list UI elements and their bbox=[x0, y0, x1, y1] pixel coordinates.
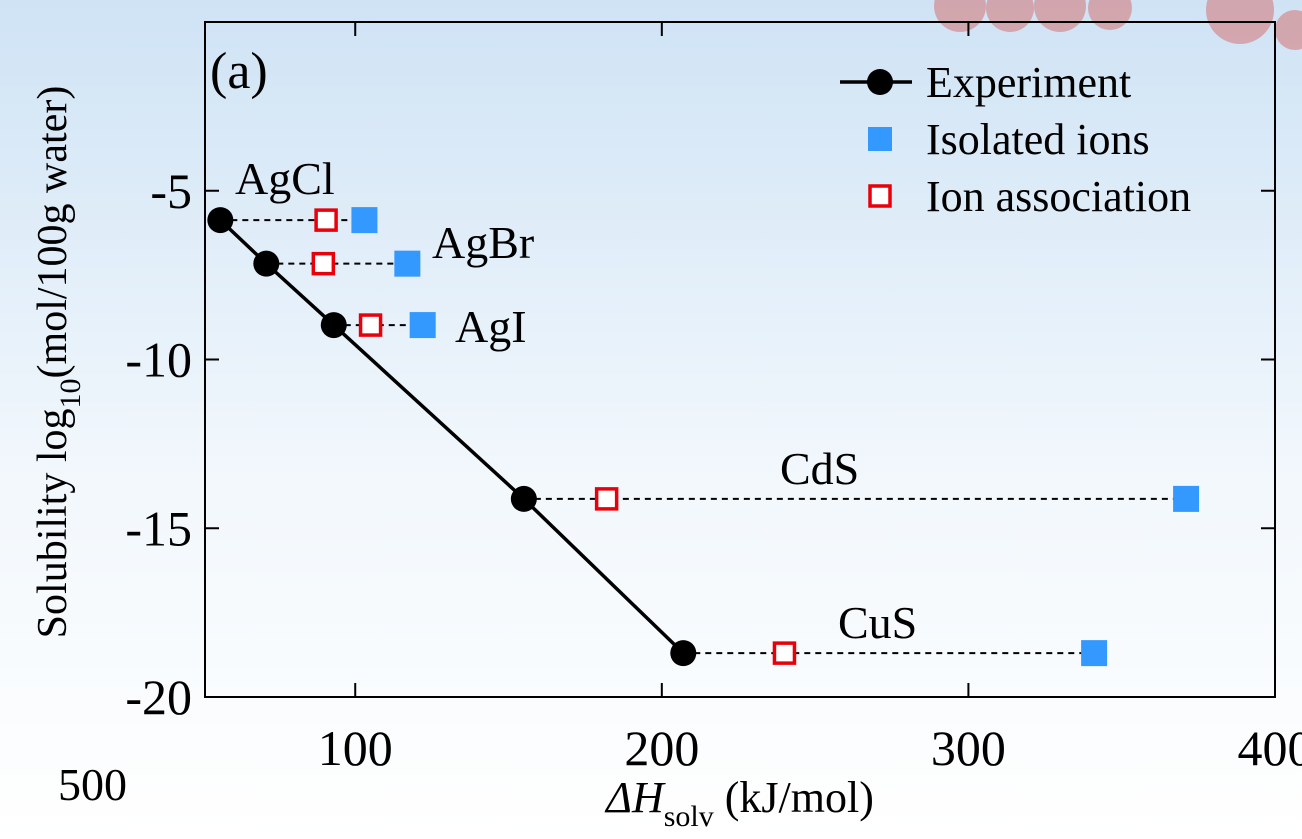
stray-label: 500 bbox=[58, 759, 127, 810]
annotation: CdS bbox=[780, 443, 859, 494]
point bbox=[320, 312, 347, 339]
annotation: (a) bbox=[210, 43, 268, 100]
point bbox=[394, 250, 421, 277]
point bbox=[314, 208, 338, 232]
legend-label: Experiment bbox=[926, 58, 1131, 107]
point bbox=[311, 251, 336, 276]
y-tick-label: -5 bbox=[150, 163, 192, 219]
annotation: AgCl bbox=[235, 153, 335, 204]
x-label-post: (kJ/mol) bbox=[714, 773, 874, 822]
y-label-pre: Solubility log bbox=[30, 408, 76, 638]
x-tick-label: 400 bbox=[1238, 720, 1302, 776]
point bbox=[253, 250, 280, 277]
point bbox=[772, 641, 797, 665]
x-tick-label: 200 bbox=[624, 720, 699, 776]
x-label-main: ΔH bbox=[604, 773, 666, 822]
y-tick-label: -15 bbox=[125, 500, 192, 556]
x-tick-label: 300 bbox=[931, 720, 1006, 776]
legend-label: Ion association bbox=[926, 172, 1191, 221]
point bbox=[670, 640, 697, 667]
point bbox=[358, 313, 383, 337]
y-axis-label: Solubility log10(mol/100g water) bbox=[30, 86, 87, 639]
y-tick-label: -20 bbox=[125, 669, 192, 725]
y-label-post: (mol/100g water) bbox=[30, 86, 76, 379]
annotation: AgBr bbox=[432, 217, 534, 268]
point bbox=[1081, 640, 1108, 667]
point bbox=[409, 312, 436, 339]
y-tick-label: -10 bbox=[125, 332, 192, 388]
x-label-sub: solv bbox=[664, 800, 714, 833]
point bbox=[594, 487, 619, 511]
point bbox=[351, 207, 378, 234]
legend-marker bbox=[868, 127, 892, 151]
point bbox=[1173, 485, 1200, 512]
annotation: AgI bbox=[455, 301, 527, 352]
point bbox=[510, 485, 537, 512]
y-label-sub: 10 bbox=[54, 378, 87, 408]
x-tick-label: 100 bbox=[318, 720, 393, 776]
annotation: CuS bbox=[838, 597, 917, 648]
legend-marker bbox=[868, 184, 892, 208]
legend-marker bbox=[867, 69, 893, 95]
legend-label: Isolated ions bbox=[926, 115, 1150, 164]
x-axis-label: ΔHsolv (kJ/mol) bbox=[604, 773, 874, 833]
legend: Experiment Isolated ions Ion association bbox=[840, 58, 1191, 221]
point bbox=[207, 207, 234, 234]
